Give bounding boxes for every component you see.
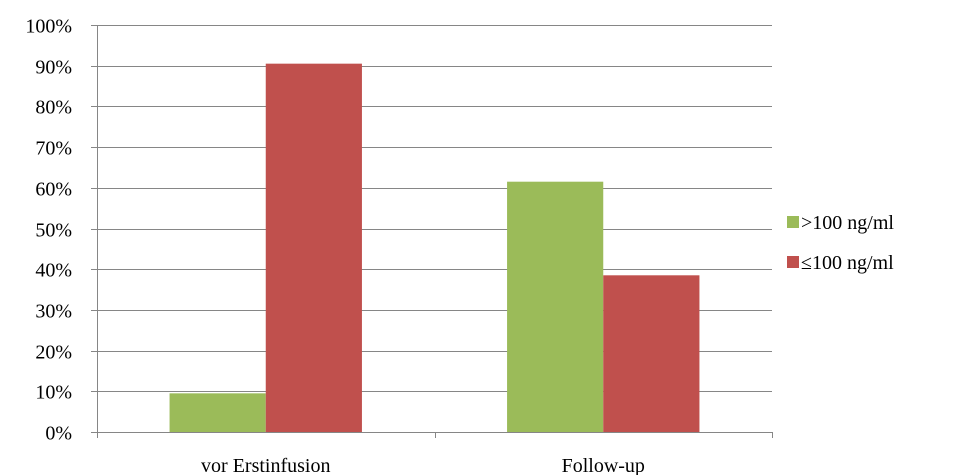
y-tick-label: 20%	[35, 342, 72, 364]
legend-swatch	[787, 256, 799, 268]
y-tick-labels: 0% 10% 20% 30% 40% 50% 60% 70% 80% 90% 100%	[25, 16, 72, 445]
y-tick-label: 100%	[25, 16, 72, 38]
y-tick-label: 10%	[35, 382, 72, 404]
bar-gt100-vor-erstinfusion	[169, 393, 266, 432]
y-tick-label: 90%	[35, 57, 72, 79]
axes	[91, 25, 773, 438]
y-tick-label: 80%	[35, 97, 72, 119]
bar-gt100-follow-up	[507, 181, 604, 432]
legend-label: >100 ng/ml	[801, 212, 894, 234]
gridlines	[97, 25, 772, 392]
y-tick-label: 60%	[35, 179, 72, 201]
bar-le100-vor-erstinfusion	[265, 63, 362, 432]
y-tick-label: 70%	[35, 138, 72, 160]
legend-swatch	[787, 216, 799, 228]
bar-le100-follow-up	[603, 275, 700, 432]
x-tick-label: vor Erstinfusion	[201, 455, 330, 475]
y-tick-label: 0%	[45, 423, 72, 445]
x-tick-labels: vor Erstinfusion Follow-up	[201, 455, 645, 475]
y-tick-label: 40%	[35, 260, 72, 282]
bars	[169, 63, 700, 432]
x-tick-label: Follow-up	[562, 455, 645, 475]
legend-label: ≤100 ng/ml	[801, 252, 894, 274]
y-tick-label: 30%	[35, 301, 72, 323]
legend: >100 ng/ml ≤100 ng/ml	[787, 212, 894, 274]
y-tick-label: 50%	[35, 220, 72, 242]
